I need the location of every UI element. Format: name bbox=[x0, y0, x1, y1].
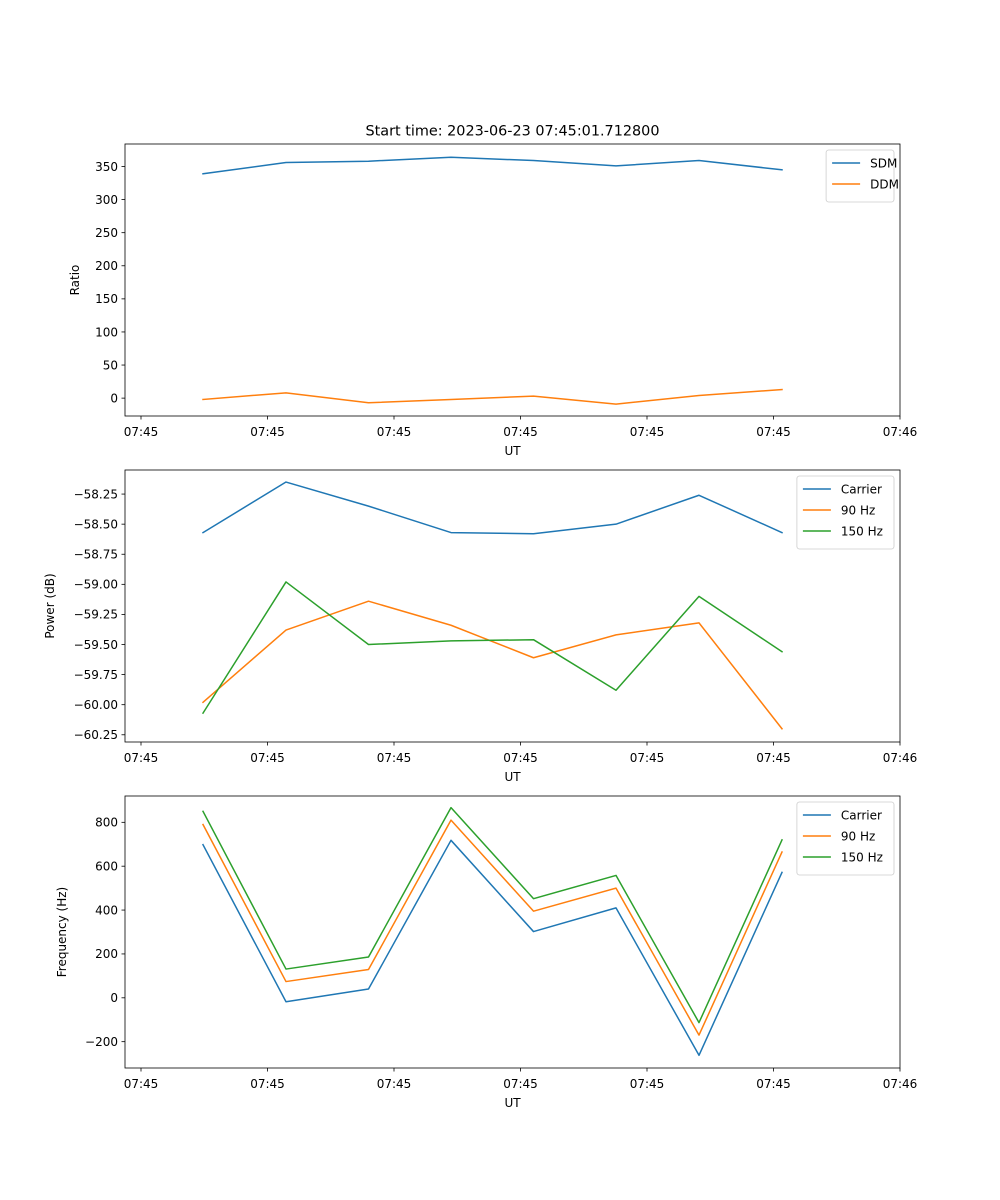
y-tick-label: 250 bbox=[95, 226, 118, 240]
legend-label: 90 Hz bbox=[841, 503, 875, 517]
y-tick-label: −58.75 bbox=[74, 548, 118, 562]
legend-label: Carrier bbox=[841, 808, 882, 822]
y-tick-label: 400 bbox=[95, 903, 118, 917]
x-tick-label: 07:45 bbox=[377, 425, 412, 439]
series-line-150-hz bbox=[201, 806, 783, 1024]
x-tick-label: 07:46 bbox=[883, 425, 918, 439]
x-tick-label: 07:45 bbox=[756, 751, 791, 765]
x-tick-label: 07:45 bbox=[124, 751, 159, 765]
subplot-3: −200 0 200 400 600 800 07:45 07:45 07:45 07:45 07:… bbox=[55, 795, 918, 1110]
x-tick-label: 07:45 bbox=[756, 1077, 791, 1091]
y-tick-label: 800 bbox=[95, 816, 118, 830]
x-tick-label: 07:46 bbox=[883, 751, 918, 765]
y-tick-label: 300 bbox=[95, 193, 118, 207]
series-line-sdm bbox=[202, 156, 783, 175]
y-tick-label: 200 bbox=[95, 259, 118, 273]
series-line-carrier bbox=[201, 481, 783, 535]
y-axis-label: Ratio bbox=[68, 265, 82, 296]
y-tick-label: −200 bbox=[85, 1035, 118, 1049]
x-axis-label: UT bbox=[504, 444, 521, 458]
y-tick-label: −60.25 bbox=[74, 728, 118, 742]
x-axis-label: UT bbox=[504, 770, 521, 784]
y-tick-label: −58.50 bbox=[74, 517, 118, 531]
legend: Carrier 90 Hz 150 Hz bbox=[796, 475, 895, 550]
series-line-90-hz bbox=[201, 600, 784, 730]
x-tick-label: 07:45 bbox=[630, 751, 665, 765]
legend-label: 150 Hz bbox=[841, 850, 883, 864]
x-tick-label: 07:45 bbox=[250, 751, 285, 765]
subplot-2: −60.25 −60.00 −59.75 −59.50 −59.25 −59.00 −58.… bbox=[43, 469, 918, 784]
y-tick-label: 200 bbox=[95, 947, 118, 961]
subplot-1: 0 50 100 150 200 250 300 350 07:45 07:45 07:45 07:4… bbox=[68, 143, 918, 458]
y-tick-label: 600 bbox=[95, 859, 118, 873]
x-tick-label: 07:45 bbox=[756, 425, 791, 439]
x-axis-label: UT bbox=[504, 1096, 521, 1110]
legend-label: DDM bbox=[870, 177, 899, 191]
series-line-90-hz bbox=[201, 819, 783, 1036]
y-tick-label: 350 bbox=[95, 160, 118, 174]
y-axis-label: Power (dB) bbox=[43, 573, 57, 638]
x-tick-label: 07:45 bbox=[124, 425, 159, 439]
axes-frame bbox=[124, 795, 901, 1069]
chart-title: Start time: 2023-06-23 07:45:01.712800 bbox=[365, 124, 659, 140]
legend-label: 90 Hz bbox=[841, 829, 875, 843]
y-tick-label: −59.75 bbox=[74, 668, 118, 682]
y-tick-label: −59.50 bbox=[74, 638, 118, 652]
legend: Carrier 90 Hz 150 Hz bbox=[796, 801, 895, 876]
legend-label: SDM bbox=[870, 156, 897, 170]
x-tick-label: 07:45 bbox=[124, 1077, 159, 1091]
x-tick-label: 07:45 bbox=[503, 1077, 538, 1091]
series-line-150-hz bbox=[201, 581, 784, 715]
x-tick-label: 07:45 bbox=[503, 751, 538, 765]
legend-label: Carrier bbox=[841, 482, 882, 496]
x-tick-label: 07:45 bbox=[377, 751, 412, 765]
x-tick-label: 07:45 bbox=[377, 1077, 412, 1091]
y-tick-label: 50 bbox=[103, 358, 118, 372]
y-tick-label: 0 bbox=[110, 991, 118, 1005]
panels: 0 50 100 150 200 250 300 350 07:45 07:45 07:45 07:4… bbox=[43, 143, 918, 1110]
x-tick-label: 07:45 bbox=[250, 425, 285, 439]
y-tick-label: 150 bbox=[95, 292, 118, 306]
y-tick-label: −59.25 bbox=[74, 608, 118, 622]
x-tick-label: 07:45 bbox=[250, 1077, 285, 1091]
x-tick-label: 07:45 bbox=[503, 425, 538, 439]
legend: SDM DDM bbox=[825, 149, 899, 203]
series-line-carrier bbox=[201, 839, 783, 1057]
axes-frame bbox=[124, 469, 901, 743]
y-tick-label: −60.00 bbox=[74, 698, 118, 712]
legend-label: 150 Hz bbox=[841, 524, 883, 538]
x-tick-label: 07:45 bbox=[630, 425, 665, 439]
series-line-ddm bbox=[202, 388, 783, 405]
y-tick-label: 0 bbox=[110, 391, 118, 405]
y-tick-label: 100 bbox=[95, 325, 118, 339]
axes-frame bbox=[124, 143, 901, 417]
y-tick-label: −59.00 bbox=[74, 578, 118, 592]
x-tick-label: 07:45 bbox=[630, 1077, 665, 1091]
y-tick-label: −58.25 bbox=[74, 487, 118, 501]
x-tick-label: 07:46 bbox=[883, 1077, 918, 1091]
y-axis-label: Frequency (Hz) bbox=[55, 887, 69, 978]
